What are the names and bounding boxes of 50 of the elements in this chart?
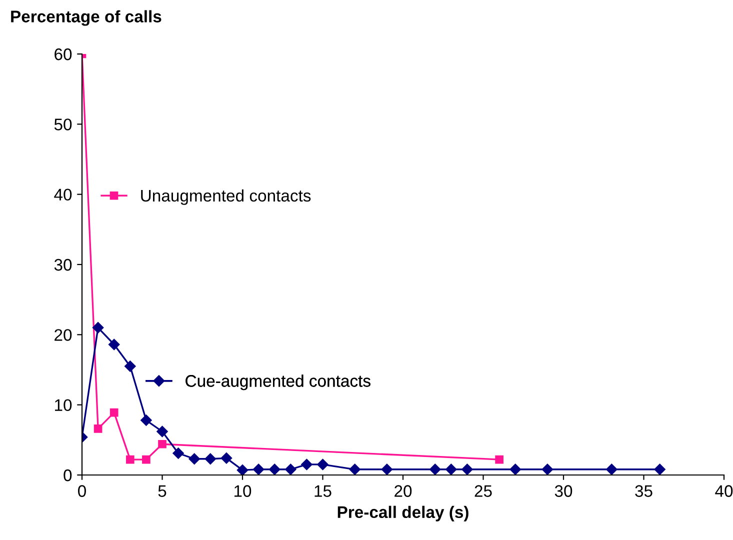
point <box>542 464 554 475</box>
point <box>110 408 118 417</box>
point <box>654 464 666 475</box>
y-axis-title: Percentage of calls <box>11 10 162 26</box>
point <box>285 464 296 475</box>
y-tick-label: 30 <box>54 258 72 271</box>
y-tick-label: 50 <box>54 118 72 130</box>
point <box>158 440 166 448</box>
point <box>156 426 168 438</box>
point <box>381 464 393 475</box>
point <box>204 453 216 464</box>
x-tick-label: 10 <box>234 485 252 497</box>
point <box>495 455 504 464</box>
x-axis-title: Pre-call delay (s) <box>338 506 468 522</box>
y-tick-label: 10 <box>55 399 72 412</box>
y-tick-label: 0 <box>64 469 72 482</box>
point <box>172 448 184 459</box>
x-tick-label: 25 <box>474 485 492 497</box>
point <box>301 458 312 470</box>
x-tick-label: 30 <box>554 485 572 497</box>
point <box>252 464 264 475</box>
x-tick-label: 0 <box>78 485 86 497</box>
y-tick-label: 60 <box>54 48 72 60</box>
point <box>349 464 360 475</box>
point <box>462 464 473 475</box>
point <box>510 464 521 475</box>
point <box>268 464 280 475</box>
x-tick-label: 35 <box>635 485 652 497</box>
x-tick-label: 5 <box>158 485 166 497</box>
x-tick-label: 40 <box>715 485 733 497</box>
point <box>220 452 232 464</box>
point <box>606 464 618 475</box>
point <box>126 455 134 464</box>
y-tick-label: 40 <box>54 188 72 201</box>
point <box>446 464 457 475</box>
point <box>94 424 102 433</box>
point <box>236 464 248 475</box>
legend-label: Unaugmented contacts <box>141 189 311 205</box>
legend-label: Cue-augmented contacts <box>186 374 370 390</box>
point <box>142 455 150 464</box>
point <box>188 453 200 464</box>
point <box>317 458 328 470</box>
y-tick-label: 20 <box>54 329 72 341</box>
x-tick-label: 20 <box>394 485 412 497</box>
point <box>92 322 104 334</box>
point <box>140 414 152 426</box>
point <box>124 360 136 372</box>
point <box>108 338 120 350</box>
point <box>429 464 441 475</box>
x-tick-label: 15 <box>314 485 332 497</box>
